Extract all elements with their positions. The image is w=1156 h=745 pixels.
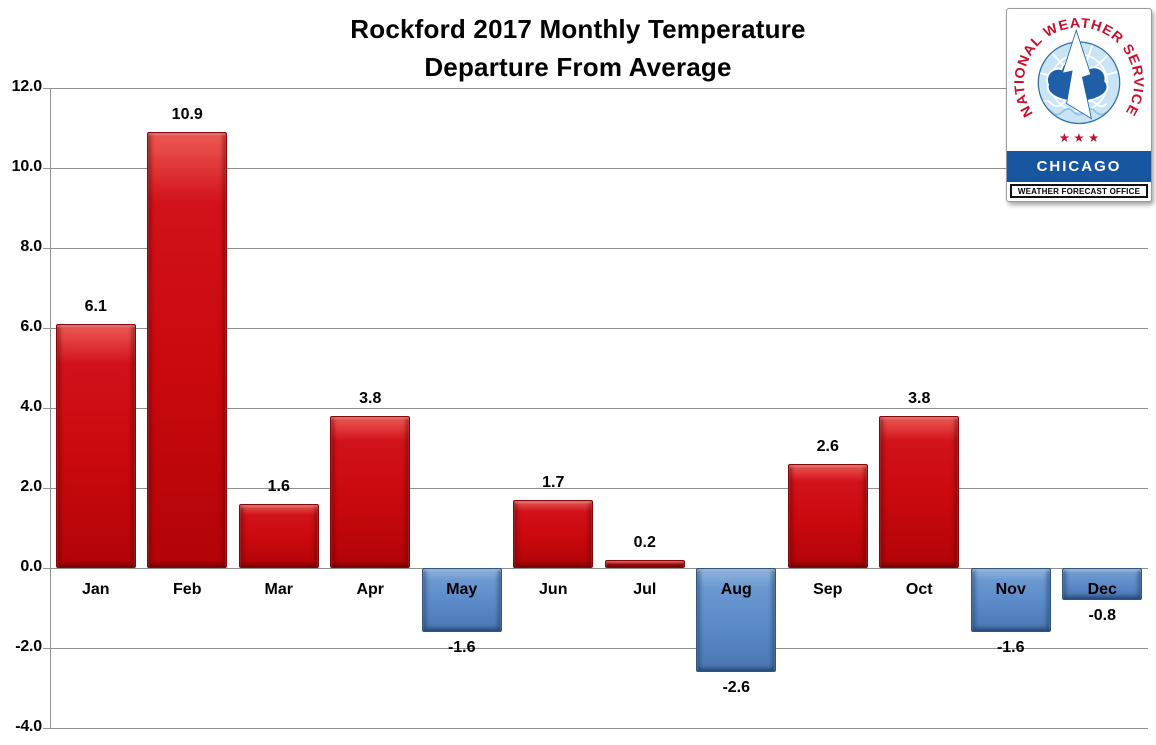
nws-city-banner: CHICAGO [1007,151,1151,182]
y-axis-label: 10.0 [11,158,43,175]
nws-logo: NATIONAL WEATHER SERVICE ★ ★ ★ ★ ★ CHICA… [1006,8,1152,202]
y-axis-tick [43,488,50,489]
y-axis-tick [43,328,50,329]
y-gridline [50,728,1148,729]
chart-title: Rockford 2017 Monthly Temperature Depart… [0,10,1156,86]
y-axis-label: 8.0 [20,238,42,255]
month-label-sep: Sep [813,581,843,598]
bar-aug [696,568,777,672]
y-axis-line [50,88,51,728]
value-label-nov: -1.6 [996,639,1025,656]
month-label-jan: Jan [81,581,110,598]
value-label-aug: -2.6 [722,679,751,696]
chart-title-line2: Departure From Average [424,52,732,82]
value-label-dec: -0.8 [1088,607,1117,624]
bar-sep [787,464,868,568]
y-gridline [50,248,1148,249]
bar-may [421,568,502,632]
nws-seal: NATIONAL WEATHER SERVICE ★ ★ ★ ★ ★ [1007,9,1151,151]
small-star-icon: ★ [1061,134,1067,141]
bar-jul [604,560,685,568]
bar-jun [513,500,594,568]
bar-dec [1062,568,1143,600]
month-label-aug: Aug [720,581,752,598]
y-gridline [50,648,1148,649]
y-axis-label: 0.0 [20,558,42,575]
y-gridline [50,168,1148,169]
chart-title-line1: Rockford 2017 Monthly Temperature [350,14,806,44]
stars-icon: ★ ★ ★ [1059,131,1099,145]
y-axis-label: 2.0 [20,478,42,495]
y-axis-tick [43,648,50,649]
y-gridline [50,88,1148,89]
month-label-oct: Oct [905,581,933,598]
value-label-oct: 3.8 [908,390,931,407]
value-label-jun: 1.7 [542,474,565,491]
bar-jan [55,324,136,568]
y-axis-label: 4.0 [20,398,42,415]
value-label-sep: 2.6 [816,438,839,455]
y-axis-label: -2.0 [15,638,42,655]
bar-mar [238,504,319,568]
y-gridline [50,568,1148,569]
nws-office-label: WEATHER FORECAST OFFICE [1010,184,1148,198]
y-axis-tick [43,728,50,729]
month-label-nov: Nov [995,581,1026,598]
y-axis-label: 6.0 [20,318,42,335]
month-label-jul: Jul [633,581,657,598]
month-label-dec: Dec [1087,581,1117,598]
value-label-mar: 1.6 [267,478,290,495]
lightning-bolt-icon [1061,28,1093,120]
y-axis-tick [43,408,50,409]
small-star-icon: ★ [1091,134,1097,141]
y-gridline [50,408,1148,409]
bar-oct [879,416,960,568]
bar-apr [330,416,411,568]
y-axis-tick [43,568,50,569]
y-axis-label: -4.0 [15,718,42,735]
value-label-jan: 6.1 [84,298,107,315]
nws-seal-graphic: NATIONAL WEATHER SERVICE ★ ★ ★ ★ ★ [1012,15,1146,145]
y-gridline [50,328,1148,329]
month-label-apr: Apr [356,581,385,598]
month-label-feb: Feb [173,581,202,598]
y-axis-tick [43,248,50,249]
month-label-jun: Jun [539,581,568,598]
value-label-feb: 10.9 [171,106,203,123]
bar-feb [147,132,228,568]
y-axis-tick [43,168,50,169]
y-axis-label: 12.0 [11,78,43,95]
value-label-apr: 3.8 [359,390,382,407]
month-label-may: May [446,581,478,598]
bar-nov [970,568,1051,632]
y-axis-tick [43,88,50,89]
y-gridline [50,488,1148,489]
value-label-may: -1.6 [447,639,476,656]
month-label-mar: Mar [264,581,293,598]
value-label-jul: 0.2 [633,534,656,551]
